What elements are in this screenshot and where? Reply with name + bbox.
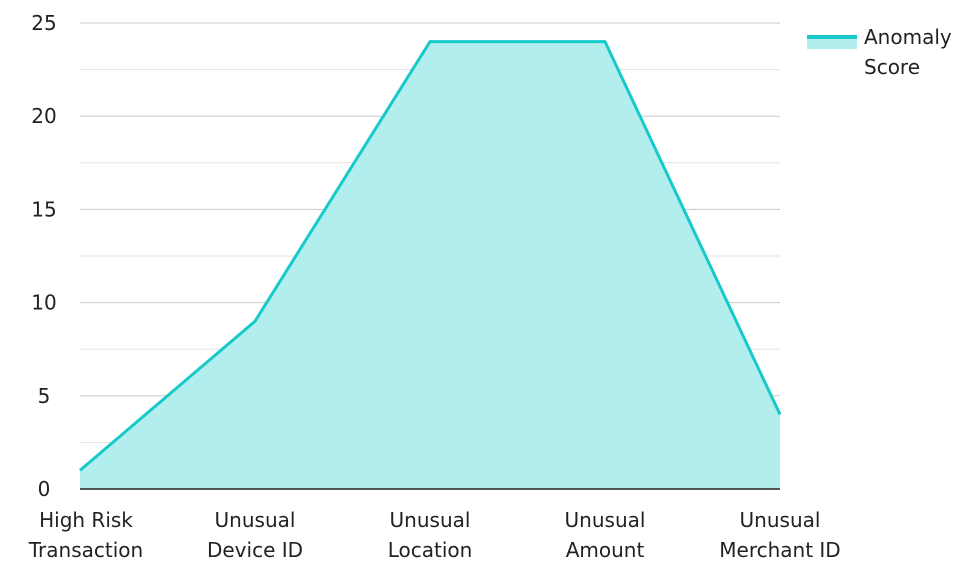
x-category-label: Unusual Location — [388, 508, 473, 562]
y-tick-label: 0 — [38, 477, 51, 501]
legend-label-anomaly-score: Anomaly Score — [864, 25, 952, 79]
x-category-label: Unusual Merchant ID — [719, 508, 840, 562]
series-line-anomaly-score — [79, 40, 782, 472]
x-category-label: Unusual Amount — [565, 508, 646, 562]
series-area-anomaly-score — [80, 41, 780, 489]
legend: Anomaly Score — [807, 25, 952, 79]
y-tick-label: 5 — [38, 384, 51, 408]
y-tick-label: 15 — [31, 197, 56, 221]
x-category-label: High Risk Transaction — [28, 508, 143, 562]
y-tick-label: 25 — [31, 11, 56, 35]
x-axis-category-labels: High Risk Transaction Unusual Device ID Unus… — [28, 508, 841, 562]
x-category-label: Unusual Device ID — [207, 508, 303, 562]
legend-swatch-anomaly-score — [807, 37, 857, 49]
y-tick-label: 10 — [31, 291, 56, 315]
y-tick-label: 20 — [31, 104, 56, 128]
y-axis-tick-labels: 0 5 10 15 20 25 — [31, 11, 56, 501]
